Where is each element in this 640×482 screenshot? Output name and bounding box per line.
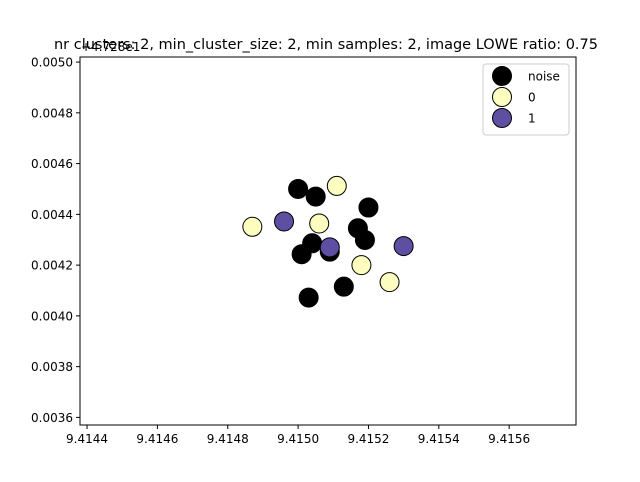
x-tick-label: 9.4146: [136, 432, 178, 446]
x-tick-label: 9.4148: [207, 432, 249, 446]
y-axis-offset-label: +4.728e1: [81, 40, 140, 54]
data-point-0: [309, 213, 330, 234]
data-point-noise: [298, 287, 319, 308]
legend-marker: [492, 66, 512, 86]
x-tick-label: 9.4154: [418, 432, 460, 446]
legend-marker: [492, 87, 512, 107]
data-point-1: [319, 237, 340, 258]
x-tick-label: 9.4144: [66, 432, 108, 446]
data-point-0: [242, 216, 263, 237]
data-point-0: [326, 175, 347, 196]
data-point-1: [274, 211, 295, 232]
y-tick-label: 0.0050: [31, 56, 73, 70]
legend: noise 0 1: [482, 63, 570, 136]
y-axis: 0.0036 0.0038 0.0040 0.0042 0.0044 0.0046 0.00…: [31, 56, 80, 425]
x-tick-label: 9.4152: [347, 432, 389, 446]
legend-marker: [492, 108, 512, 128]
data-point-noise: [358, 197, 379, 218]
y-tick-label: 0.0042: [31, 259, 73, 273]
data-point-noise: [305, 186, 326, 207]
y-tick-label: 0.0040: [31, 309, 73, 323]
data-point-noise: [291, 244, 312, 265]
legend-label: 0: [528, 91, 536, 105]
y-tick-label: 0.0038: [31, 360, 73, 374]
data-points: [242, 175, 414, 308]
y-tick-label: 0.0048: [31, 106, 73, 120]
x-axis: 9.4144 9.4146 9.4148 9.4150 9.4152 9.4154 9.41…: [66, 425, 530, 446]
data-point-noise: [354, 229, 375, 250]
chart-title: nr clusters: 2, min_cluster_size: 2, min…: [54, 37, 598, 53]
data-point-0: [351, 255, 372, 276]
data-point-noise: [333, 276, 354, 297]
y-tick-label: 0.0046: [31, 157, 73, 171]
x-tick-label: 9.4156: [488, 432, 530, 446]
legend-label: noise: [528, 70, 560, 84]
legend-label: 1: [528, 112, 536, 126]
data-point-0: [379, 272, 400, 293]
data-point-1: [393, 236, 414, 257]
data-point-noise: [288, 178, 309, 199]
x-tick-label: 9.4150: [277, 432, 319, 446]
y-tick-label: 0.0044: [31, 208, 73, 222]
y-tick-label: 0.0036: [31, 411, 73, 425]
